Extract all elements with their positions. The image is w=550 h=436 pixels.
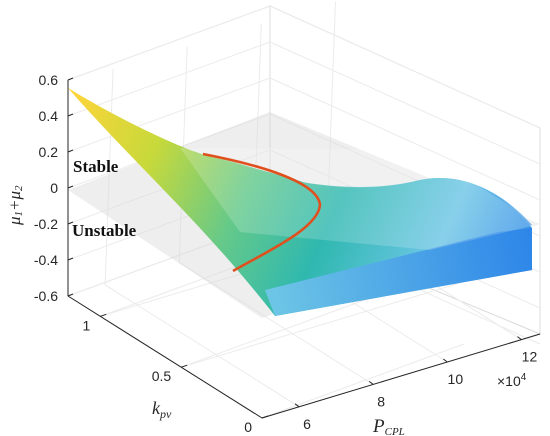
x-tick-label: 6 — [303, 416, 311, 432]
z-tick-label: 0.4 — [39, 108, 59, 124]
y-grid-line — [261, 343, 465, 419]
z-axis-label: μ1+μ2 — [5, 185, 25, 226]
x-axis-label: PCPL — [372, 416, 405, 436]
surface-front-face — [265, 228, 532, 316]
x-tick-label: 10 — [448, 371, 464, 387]
unstable-region-label: Unstable — [72, 221, 137, 240]
z-grid-line — [67, 5, 271, 81]
z-grid-line — [269, 5, 541, 129]
stable-region-label: Stable — [73, 157, 119, 176]
z-grid-line — [67, 41, 271, 117]
z-tick-label: -0.6 — [34, 288, 58, 304]
z-tick-mark — [67, 185, 74, 189]
y-tick-label: 1 — [83, 317, 91, 333]
y-tick-mark — [261, 415, 269, 419]
z-tick-label: 0.6 — [39, 72, 59, 88]
x-tick-mark — [368, 380, 374, 385]
stability-boundary-curve — [202, 152, 322, 273]
z-tick-mark — [67, 221, 74, 225]
x-tick-mark — [517, 336, 522, 341]
y-tick-label: 0.5 — [152, 368, 172, 384]
zero-plane-overlay — [180, 148, 540, 250]
y-axis-label: kpv — [152, 398, 172, 421]
x-axis-multiplier: ×104 — [497, 372, 527, 389]
z-tick-label: -0.4 — [34, 252, 58, 268]
y-tick-mark — [181, 364, 188, 368]
y-tick-mark — [100, 313, 107, 317]
z-axis-ticks: 0.6 0.4 0.2 0 -0.2 -0.4 -0.6 — [34, 72, 74, 304]
z-tick-label: 0.2 — [39, 144, 59, 160]
z-tick-mark — [67, 293, 74, 297]
y-grid-line — [180, 292, 384, 368]
x-tick-label: 12 — [522, 349, 538, 365]
z-tick-mark — [67, 77, 74, 81]
z-grid-line — [67, 77, 271, 153]
x-tick-label: 8 — [377, 393, 385, 409]
z-tick-label: 0 — [50, 180, 58, 196]
y-grid-line — [181, 282, 460, 368]
x-grid-line — [326, 1, 336, 218]
z-grid-line — [269, 77, 541, 201]
y-tick-label: 0 — [244, 419, 252, 435]
z-grid-line — [269, 41, 541, 165]
x-grid-line — [104, 284, 300, 408]
x-tick-mark — [443, 358, 448, 363]
z-tick-mark — [67, 257, 74, 261]
z-tick-mark — [67, 113, 74, 117]
x-grid-line — [178, 261, 374, 385]
x-grid-line — [104, 68, 114, 285]
x-axis-ticks: 6 8 10 12 — [294, 336, 538, 432]
y-axis-ticks: 00.51 — [83, 313, 269, 435]
x-tick-mark — [294, 403, 300, 408]
z-tick-mark — [67, 149, 74, 153]
z-tick-label: -0.2 — [34, 216, 58, 232]
